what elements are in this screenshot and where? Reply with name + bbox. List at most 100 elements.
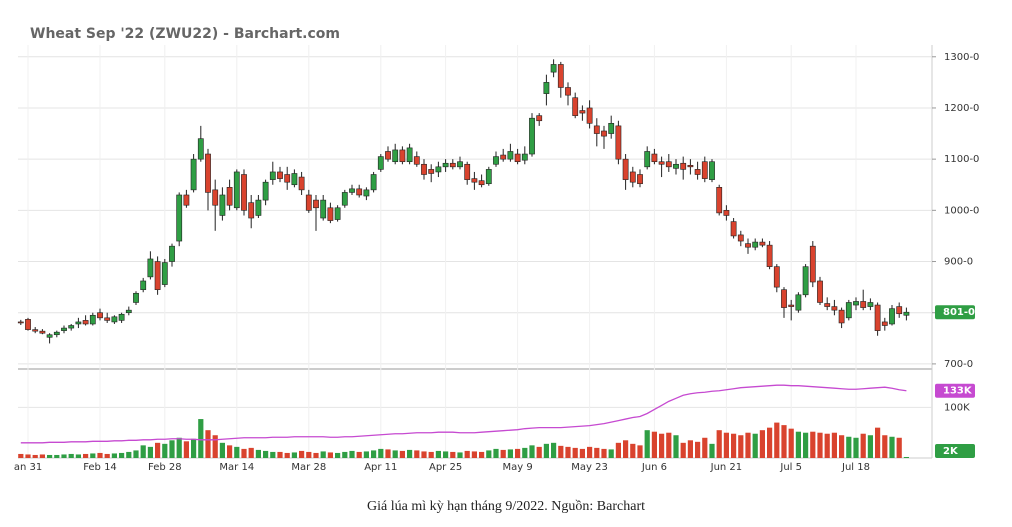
candle-body [82, 320, 89, 325]
volume-bar [47, 454, 53, 458]
candle-body [161, 262, 168, 285]
candle-body [485, 169, 492, 185]
candle-body [97, 312, 103, 319]
volume-bar [39, 454, 45, 458]
volume-bar [428, 451, 434, 458]
candle-body [644, 151, 651, 168]
volume-bar [565, 446, 571, 458]
candle-body [356, 188, 363, 196]
volume-bar [543, 443, 549, 458]
candle-body [284, 174, 291, 183]
volume-bar [623, 440, 629, 458]
candle-body [608, 123, 615, 134]
candle-body [557, 64, 564, 88]
volume-bar [407, 449, 413, 458]
candle-body [349, 188, 355, 193]
candle-body [701, 161, 708, 179]
volume-bar [443, 451, 449, 458]
candle-body [219, 194, 226, 216]
volume-bar [889, 436, 895, 458]
x-tick-label: Mar 14 [219, 462, 254, 473]
candle-body [464, 163, 471, 180]
candle-body [53, 331, 60, 336]
candle-body [881, 321, 888, 326]
candle-body [68, 325, 75, 329]
volume-bar [522, 447, 528, 458]
volume-bar [572, 447, 578, 458]
volume-bar [119, 452, 125, 458]
volume-bar [579, 448, 585, 458]
volume-bar [335, 452, 341, 458]
volume-bar [140, 445, 146, 458]
volume-bar [241, 448, 247, 458]
volume-bar [90, 453, 96, 458]
volume-bar [839, 435, 845, 458]
volume-bar [291, 452, 297, 458]
candle-body [572, 97, 579, 116]
volume-bar [738, 435, 744, 458]
volume-bar [903, 456, 909, 458]
candle-body [521, 153, 528, 161]
volume-bar [464, 450, 470, 458]
volume-bar [61, 454, 67, 458]
volume-bar [767, 427, 773, 458]
candle-body [334, 207, 341, 220]
volume-bar [457, 452, 463, 458]
candle-body [579, 110, 586, 114]
chart-title: Wheat Sep '22 (ZWU22) - Barchart.com [30, 26, 340, 42]
candle-body [399, 149, 406, 163]
volume-bar [162, 443, 168, 458]
candle-body [104, 317, 111, 321]
candle-body [457, 161, 463, 168]
candle-body [601, 130, 607, 137]
volume-bar [601, 448, 607, 458]
volume-bar [54, 454, 60, 458]
volume-bar [126, 451, 132, 458]
candle-body [716, 187, 723, 214]
candle-body [874, 304, 881, 331]
volume-bar [651, 431, 657, 458]
candle-body [363, 189, 370, 197]
candle-body [305, 194, 312, 211]
volume-bar [536, 446, 542, 458]
candle-body [320, 199, 327, 219]
candle-body [125, 309, 132, 314]
candle-body [17, 321, 24, 324]
candle-body [75, 321, 82, 325]
volume-bar [471, 451, 477, 458]
volume-bar [803, 432, 809, 458]
volume-bar [414, 450, 420, 458]
volume-bar [421, 451, 427, 458]
volume-bar [493, 448, 499, 458]
volume-bar [392, 450, 398, 458]
volume-bar [479, 451, 485, 458]
candle-body [853, 301, 859, 306]
volume-bar [385, 449, 391, 458]
volume-bar [299, 450, 305, 458]
volume-bar [212, 435, 218, 458]
value-tag [935, 383, 975, 398]
volume-bar [774, 422, 780, 458]
volume-bar [867, 435, 873, 458]
candle-body [421, 163, 427, 175]
volume-bar [587, 446, 593, 458]
candle-body [197, 138, 204, 160]
volume-bar [723, 432, 729, 458]
candle-body [169, 245, 175, 262]
volume-bar [853, 437, 859, 458]
volume-bar [795, 431, 801, 458]
x-tick-label: Apr 25 [429, 462, 462, 473]
candle-body [147, 258, 154, 278]
volume-bar [25, 454, 31, 458]
candle-body [867, 302, 874, 307]
volume-bar [831, 432, 837, 458]
x-tick-label: Feb 28 [148, 462, 182, 473]
volume-bar [97, 452, 103, 458]
volume-bar [277, 451, 283, 458]
volume-bar [882, 435, 888, 458]
candle-body [61, 327, 67, 331]
candle-body [781, 289, 787, 308]
y-tick-label: 1200-0 [944, 103, 979, 114]
y-tick-label: 1100-0 [944, 154, 979, 165]
